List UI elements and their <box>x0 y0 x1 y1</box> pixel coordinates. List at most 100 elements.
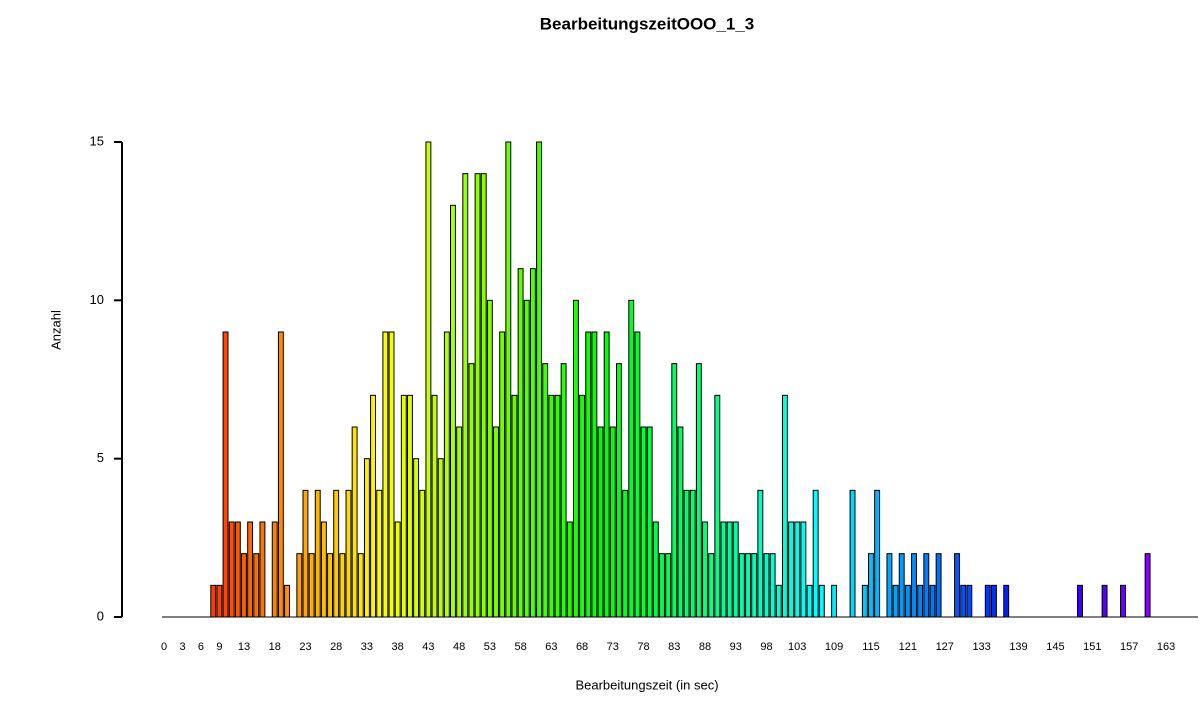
bar <box>585 331 592 618</box>
x-tick-label: 33 <box>361 641 373 653</box>
x-tick-label: 18 <box>269 641 281 653</box>
x-tick-label: 3 <box>179 641 185 653</box>
bar <box>849 489 856 618</box>
bar <box>210 584 217 618</box>
bar <box>609 426 616 618</box>
bar <box>665 553 672 618</box>
bar <box>591 331 598 618</box>
bar <box>763 553 770 618</box>
bar <box>769 553 776 618</box>
x-tick-label: 43 <box>422 641 434 653</box>
bar <box>794 521 801 618</box>
bar <box>720 521 727 618</box>
bar <box>960 584 967 618</box>
x-tick-label: 98 <box>760 641 772 653</box>
bar <box>904 584 911 618</box>
x-axis-label: Bearbeitungszeit (in sec) <box>575 677 718 692</box>
bar <box>597 426 604 618</box>
bar <box>216 584 223 618</box>
bar <box>536 141 542 618</box>
x-tick-label: 78 <box>637 641 649 653</box>
bar <box>456 426 463 618</box>
bar <box>732 521 739 618</box>
bar <box>425 141 432 618</box>
bar <box>437 458 444 618</box>
bar <box>431 394 438 618</box>
x-tick-label: 38 <box>392 641 404 653</box>
bar <box>695 363 702 618</box>
bar <box>542 363 549 618</box>
bar <box>1120 584 1126 618</box>
bar <box>775 584 782 618</box>
bar <box>419 489 426 618</box>
bar <box>228 521 235 618</box>
x-tick-label: 68 <box>576 641 588 653</box>
bar <box>935 553 942 618</box>
bar <box>615 363 622 618</box>
x-tick-label: 157 <box>1120 641 1138 653</box>
bar <box>892 584 899 618</box>
bar <box>406 394 413 618</box>
bar <box>566 521 573 618</box>
bar <box>800 521 807 618</box>
bar <box>714 394 721 618</box>
bar <box>505 141 512 618</box>
bar <box>917 584 924 618</box>
bar <box>493 426 499 618</box>
bar <box>554 394 561 618</box>
bar <box>351 426 358 618</box>
x-tick-label: 151 <box>1083 641 1101 653</box>
bar <box>308 553 315 618</box>
bar <box>234 521 241 618</box>
bar <box>480 173 487 618</box>
bar <box>640 426 647 618</box>
bar <box>339 553 346 618</box>
bar <box>781 394 788 618</box>
bar <box>886 553 893 618</box>
x-tick-label: 121 <box>899 641 917 653</box>
bar <box>1077 584 1083 618</box>
bar <box>474 173 481 618</box>
x-tick-label: 6 <box>198 641 204 653</box>
bar <box>529 268 536 618</box>
bar <box>984 584 991 618</box>
bar <box>990 584 997 618</box>
bar <box>517 268 524 618</box>
bar <box>726 521 733 618</box>
bar <box>579 394 586 618</box>
bar <box>628 299 635 618</box>
x-tick-label: 145 <box>1046 641 1064 653</box>
bar <box>253 553 260 618</box>
bar <box>443 331 450 618</box>
bar <box>302 489 309 618</box>
bar <box>388 331 395 618</box>
bar <box>363 458 370 618</box>
bar <box>296 553 303 618</box>
bar <box>357 553 364 618</box>
bar <box>929 584 936 618</box>
bar <box>745 553 751 618</box>
bar <box>738 553 745 618</box>
x-tick-label: 28 <box>330 641 342 653</box>
bar <box>277 331 284 618</box>
x-tick-label: 48 <box>453 641 465 653</box>
bar <box>548 394 555 618</box>
bar <box>572 299 579 618</box>
bar <box>603 331 610 618</box>
bar <box>450 204 456 618</box>
bar <box>247 521 254 618</box>
x-tick-label: 133 <box>972 641 990 653</box>
bar <box>677 426 684 618</box>
bar <box>898 553 905 618</box>
bar <box>400 394 407 618</box>
bar <box>271 521 278 618</box>
bar <box>511 394 518 618</box>
bar <box>966 584 973 618</box>
bar <box>462 173 469 618</box>
bar <box>314 489 321 618</box>
bar <box>241 553 247 618</box>
x-tick-label: 9 <box>216 641 222 653</box>
bar <box>646 426 653 618</box>
x-tick-label: 103 <box>788 641 806 653</box>
